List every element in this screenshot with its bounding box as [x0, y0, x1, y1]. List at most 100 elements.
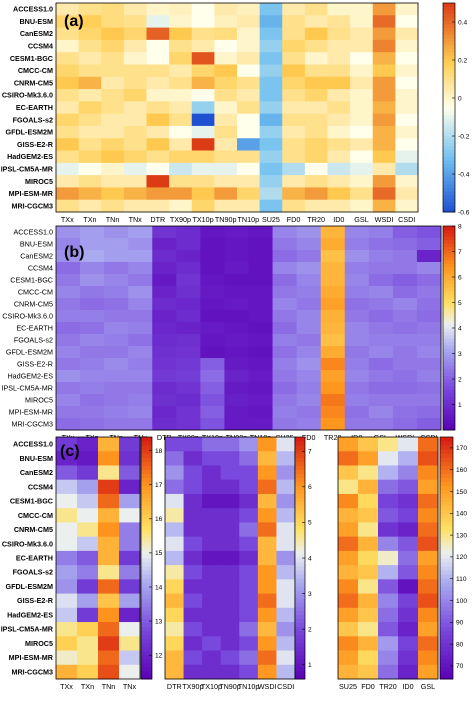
heatmap-cell-canesm2-tx10p	[202, 465, 222, 481]
heatmap-cell-bnu-esm-tr20	[378, 451, 399, 466]
heatmap-cell-giss-e2-r-tn10p	[237, 138, 261, 151]
colorbar-segment	[443, 159, 455, 164]
heatmap-cell-miroc5-tnn	[104, 394, 129, 407]
heatmap-cell-cmcc-cm-tnn	[101, 64, 125, 78]
row-label: CMCC-CM	[18, 288, 53, 297]
heatmap-cell-ec-earth-tx10p	[200, 322, 225, 335]
colorbar-segment	[295, 638, 305, 644]
row-label: MIROC5	[25, 177, 53, 186]
colorbar-segment	[443, 409, 455, 414]
colorbar-segment	[141, 634, 152, 640]
colorbar-segment	[443, 184, 455, 189]
heatmap-cell-ccsm4-tx90p	[169, 39, 193, 53]
colorbar-segment	[440, 558, 453, 563]
heatmap-cell-giss-e2-r-txn	[80, 358, 105, 371]
heatmap-cell-ec-earth-dtr	[165, 550, 184, 566]
heatmap-cell-gfdl-esm2m-tr20	[304, 125, 328, 139]
colorbar-segment	[443, 163, 455, 168]
row-label: GISS-E2-R	[17, 596, 54, 605]
heatmap-cell-bnu-esm-id0	[398, 451, 419, 466]
colorbar-segment	[440, 517, 453, 523]
heatmap-cell-cesm1-bgc-tx10p	[191, 52, 215, 65]
heatmap-cell-cmcc-cm-su25	[272, 286, 298, 299]
heatmap-cell-mri-cgcm3-dtr	[152, 418, 177, 431]
colorbar-2: 1 2 3 4 5 6 7 8	[442, 223, 462, 431]
heatmap-cell-ipsl-cm5a-mr-dtr	[146, 162, 170, 176]
heatmap-cell-ec-earth-tn90p	[220, 550, 240, 566]
heatmap-cell-cesm1-bgc-gsl	[350, 52, 374, 65]
heatmap-cell-mpi-esm-mr-gsl	[368, 406, 394, 419]
heatmap-cell-giss-e2-r-wsdi	[392, 358, 418, 371]
heatmap-cell-ipsl-cm5a-mr-tx90p	[169, 162, 193, 176]
panel-tag: (a)	[64, 13, 84, 30]
heatmap-cell-canesm2-dtr	[165, 465, 184, 481]
heatmap-cell-cesm1-bgc-tnn	[101, 52, 125, 65]
heatmap-cell-bnu-esm-csdi	[395, 15, 419, 28]
heatmap-cell-cnrm-cm5-id0	[327, 76, 351, 90]
heatmap-cell-ec-earth-su25	[338, 550, 359, 566]
colorbar-segment	[141, 646, 152, 652]
heatmap-cell-ccsm4-su25	[338, 479, 359, 495]
heatmap-cell-ipsl-cm5a-mr-tn90p	[224, 382, 249, 395]
heatmap-cell-mri-cgcm3-tn90p	[220, 664, 240, 680]
heatmap-cell-ec-earth-id0	[344, 322, 370, 335]
heatmap-cell-giss-e2-r-dtr	[165, 593, 184, 609]
heatmap-cell-ipsl-cm5a-mr-tnx	[128, 382, 153, 395]
heatmap-cell-gfdl-esm2m-su25	[338, 579, 359, 594]
column-label: ID0	[333, 215, 344, 224]
heatmap-cell-canesm2-tn10p	[239, 465, 259, 481]
heatmap-cell-cnrm-cm5-tn90p	[214, 76, 238, 90]
colorbar-segment	[443, 331, 455, 336]
heatmap-cell-ccsm4-fd0	[358, 479, 379, 495]
colorbar-segment	[141, 630, 152, 636]
heatmap-cell-canesm2-csdi	[395, 27, 419, 41]
heatmap-cell-bnu-esm-tn90p	[220, 451, 240, 466]
heatmap-cell-access1-0-tx10p	[200, 226, 225, 239]
colorbar-segment	[443, 34, 455, 39]
colorbar-segment	[443, 399, 455, 404]
colorbar-segment	[443, 423, 455, 428]
colorbar-segment	[295, 441, 305, 446]
colorbar-segment	[443, 76, 455, 81]
colorbar-segment	[443, 100, 455, 105]
colorbar-segment	[141, 578, 152, 583]
column-label: CSDI	[277, 682, 294, 691]
heatmap-cell-giss-e2-r-txx	[56, 138, 80, 151]
heatmap-cell-csiro-mk3-6-0-dtr	[146, 89, 170, 102]
heatmap-cell-mpi-esm-mr-tx10p	[202, 650, 222, 666]
heatmap-cell-mpi-esm-mr-txx	[56, 650, 78, 666]
heatmap-cell-cmcc-cm-id0	[398, 508, 419, 523]
row-label: IPSL-CM5A-MR	[1, 625, 54, 634]
colorbar-tick-label: 3	[458, 351, 462, 358]
heatmap-cell-gfdl-esm2m-gsl	[368, 346, 394, 359]
colorbar-segment	[295, 489, 305, 494]
heatmap-cell-cnrm-cm5-id0	[344, 298, 370, 311]
heatmap-cell-miroc5-tr20	[320, 394, 346, 407]
colorbar-segment	[443, 177, 455, 182]
heatmap-cell-bnu-esm-tn10p	[237, 15, 261, 28]
colorbar-segment	[443, 6, 455, 11]
colorbar-segment	[295, 461, 305, 466]
heatmap-cell-canesm2-tn90p	[220, 465, 240, 481]
heatmap-cell-fgoals-s2-gsl	[368, 334, 394, 347]
colorbar-segment	[440, 441, 453, 446]
heatmap-cell-cmcc-cm-txn	[78, 64, 102, 78]
heatmap-cell-canesm2-tn10p	[237, 27, 261, 41]
heatmap-cell-miroc5-tn10p	[237, 175, 261, 188]
column-label: TN90p	[219, 682, 241, 691]
heatmap-cell-ipsl-cm5a-mr-dtr	[165, 622, 184, 637]
heatmap-cell-access1-0-dtr	[146, 3, 170, 16]
heatmap-cell-ec-earth-dtr	[152, 322, 177, 335]
heatmap-cell-hadgem2-es-tx10p	[202, 607, 222, 623]
heatmap-cell-cnrm-cm5-id0	[398, 522, 419, 538]
heatmap-cell-ipsl-cm5a-mr-wsdi	[392, 382, 418, 395]
colorbar-tick-label: 0.2	[458, 57, 467, 64]
colorbar-segment	[443, 321, 455, 326]
heatmap-cell-bnu-esm-fd0	[282, 15, 306, 28]
colorbar-tick-label: 17	[155, 482, 163, 489]
panel-frame	[337, 436, 439, 680]
colorbar-segment	[440, 594, 453, 599]
heatmap-cell-bnu-esm-tr20	[320, 238, 346, 251]
colorbar-segment	[141, 614, 152, 619]
heatmap-cell-access1-0-tr20	[320, 226, 346, 239]
